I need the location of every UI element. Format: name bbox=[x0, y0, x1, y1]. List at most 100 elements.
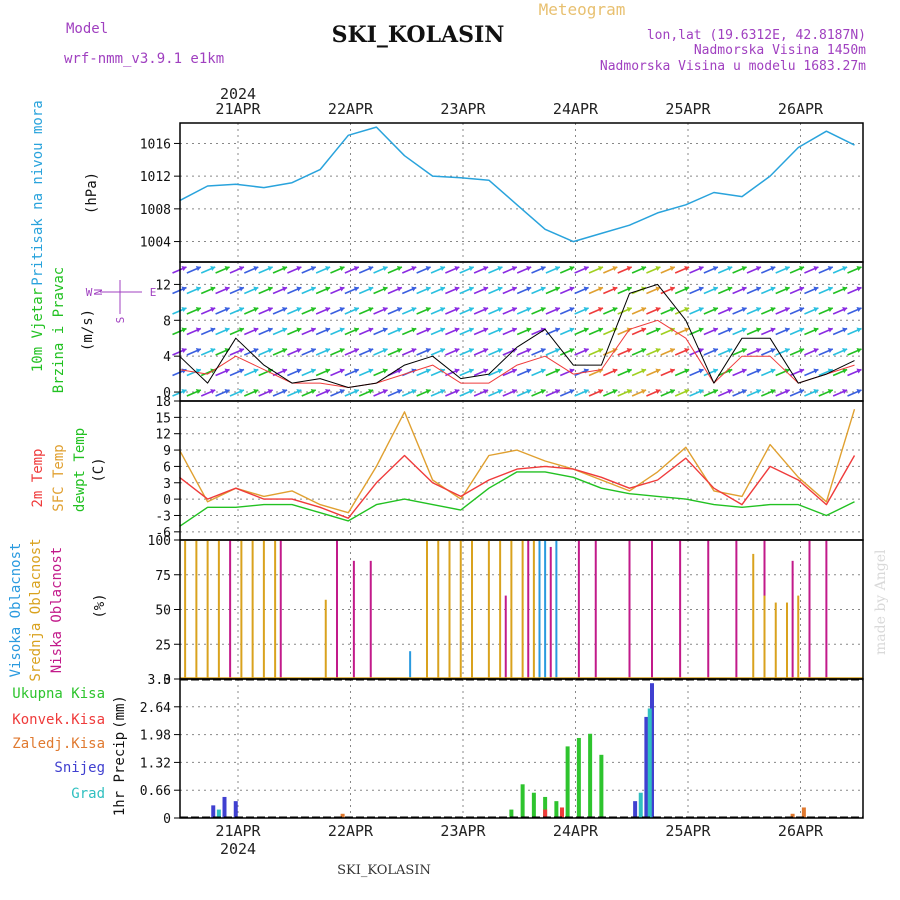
low-cloud-bar bbox=[527, 540, 530, 679]
wind-barb-head bbox=[511, 286, 517, 292]
snow-bar bbox=[222, 796, 227, 818]
day-label-top: 21APR bbox=[215, 100, 261, 118]
wind-barb-head bbox=[238, 389, 244, 394]
mid-cloud-bar bbox=[763, 595, 766, 679]
wind-barb-head bbox=[641, 327, 647, 333]
high-cloud-bar bbox=[555, 540, 558, 679]
high-cloud-axis-label: Visoka Oblacnost bbox=[8, 543, 24, 678]
wind-barb-head bbox=[856, 327, 862, 333]
mid-cloud-bar bbox=[324, 599, 327, 679]
day-label-top: 22APR bbox=[328, 100, 374, 118]
wind-barb-head bbox=[382, 348, 388, 353]
wind-barb-head bbox=[755, 266, 761, 271]
day-label-bottom: 25APR bbox=[665, 822, 711, 840]
wind-barb-head bbox=[799, 389, 805, 394]
mid-cloud-bar bbox=[240, 540, 243, 679]
wind-barb-head bbox=[813, 266, 819, 271]
wind-barb-head bbox=[727, 348, 733, 353]
wind-barb-head bbox=[267, 389, 273, 394]
wind-barb-head bbox=[411, 327, 417, 333]
hail-bar bbox=[647, 708, 652, 818]
wind-barb-head bbox=[425, 307, 431, 312]
wind-barb-head bbox=[727, 286, 733, 292]
wind-barb-head bbox=[282, 307, 288, 312]
wind-barb-head bbox=[411, 307, 417, 312]
mid-cloud-bar bbox=[797, 595, 800, 679]
wind-barb-head bbox=[856, 266, 862, 271]
wind-barb-head bbox=[597, 327, 603, 333]
wind-barb-head bbox=[238, 368, 244, 374]
model-name: wrf-nmm_v3.9.1 e1km bbox=[64, 51, 224, 67]
wind-barb-head bbox=[842, 266, 848, 271]
low-cloud-bar bbox=[504, 595, 507, 679]
mid-cloud-bar bbox=[426, 540, 428, 679]
wind-barb-head bbox=[842, 327, 848, 333]
wind-barb-head bbox=[597, 286, 603, 292]
wind-barb-head bbox=[224, 286, 230, 292]
wind-barb-head bbox=[583, 348, 589, 353]
precip-legend-item: Ukupna Kisa bbox=[12, 686, 105, 702]
wind-barb-head bbox=[626, 348, 632, 353]
footer-station: SKI_KOLASIN bbox=[337, 863, 431, 878]
wind-barb-head bbox=[755, 389, 761, 394]
wind-barb-head bbox=[684, 327, 690, 333]
wind-barb-head bbox=[411, 266, 417, 271]
wind-barb-head bbox=[396, 266, 402, 271]
wind-barb-head bbox=[310, 368, 316, 374]
y-tick-label: 3 bbox=[163, 477, 171, 492]
snow-bar bbox=[233, 801, 238, 818]
mid-cloud-bar bbox=[251, 540, 254, 679]
wind-barb-head bbox=[210, 307, 216, 312]
wind-barb-head bbox=[755, 286, 761, 292]
wind-barb-head bbox=[440, 389, 446, 394]
wind-barb-head bbox=[468, 327, 474, 333]
wind-barb-head bbox=[325, 307, 331, 312]
wind-barb-head bbox=[712, 348, 718, 353]
mid-cloud-bar bbox=[532, 540, 535, 679]
wind-barb-head bbox=[770, 348, 776, 353]
wind-barb-head bbox=[784, 266, 790, 271]
y-tick-label: 12 bbox=[155, 428, 171, 443]
y-tick-label: 0.66 bbox=[140, 784, 171, 799]
wind-barb-head bbox=[181, 286, 187, 292]
wind-barb-head bbox=[468, 348, 474, 353]
mid-cloud-bar bbox=[471, 540, 473, 679]
wind-barb-head bbox=[569, 327, 575, 333]
wind-barb-head bbox=[856, 389, 862, 394]
y-tick-label: 8 bbox=[163, 314, 171, 329]
wind-barb-head bbox=[282, 389, 288, 394]
wind-barb-head bbox=[813, 286, 819, 292]
wind-barb-head bbox=[224, 266, 230, 271]
wind-barb-head bbox=[684, 286, 690, 292]
wind-barb-head bbox=[526, 348, 532, 353]
wind-barb-head bbox=[741, 368, 747, 374]
wind-barb-head bbox=[799, 266, 805, 271]
watermark: made by Angel bbox=[873, 549, 889, 655]
wind-barb-head bbox=[238, 307, 244, 312]
wind-barb-head bbox=[784, 327, 790, 333]
hail-bar bbox=[216, 809, 221, 818]
wind-barb-head bbox=[411, 286, 417, 292]
wind-barb-head bbox=[310, 389, 316, 394]
mid-cloud-bar bbox=[521, 540, 524, 679]
wind-barb-head bbox=[253, 389, 259, 394]
wind-barb-head bbox=[195, 348, 201, 353]
wind-barb-head bbox=[813, 348, 819, 353]
wind-barb-head bbox=[827, 286, 833, 292]
wind-barb-head bbox=[655, 307, 661, 312]
wind-barb-head bbox=[669, 368, 675, 374]
wind-barb-head bbox=[181, 266, 187, 271]
wind-barb-head bbox=[727, 327, 733, 333]
y-tick-label: 0 bbox=[163, 812, 171, 827]
snow-bar bbox=[633, 801, 638, 818]
wind-barb-head bbox=[224, 389, 230, 394]
wind-barb-head bbox=[339, 307, 345, 312]
compass-west: W bbox=[86, 286, 93, 299]
wind-barb-head bbox=[353, 327, 359, 333]
wind-barb-head bbox=[310, 307, 316, 312]
wind-barb-head bbox=[569, 389, 575, 394]
wind-barb-head bbox=[712, 368, 718, 374]
wind-barb-head bbox=[842, 368, 848, 374]
wind-barb-head bbox=[511, 368, 517, 374]
